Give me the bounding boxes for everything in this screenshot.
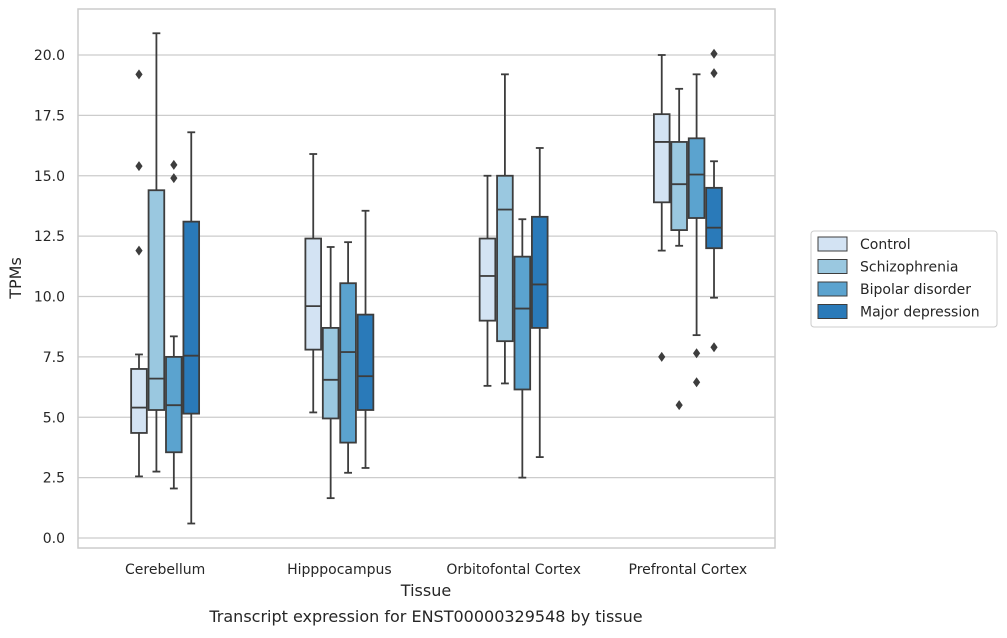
outlier-marker: [710, 342, 718, 353]
box-major-depression: [531, 147, 549, 458]
y-tick-label: 20.0: [34, 48, 65, 64]
y-tick-label: 15.0: [34, 169, 65, 185]
x-tick-label: Orbitofontal Cortex: [446, 562, 581, 578]
outlier-marker: [135, 161, 143, 172]
legend: Control Schizophrenia Bipolar disorder Majo…: [810, 230, 998, 328]
outlier-marker: [170, 159, 178, 170]
outlier-marker: [135, 69, 143, 80]
box-iqr: [670, 141, 688, 231]
box-major-depression: [182, 131, 201, 525]
box-iqr: [531, 215, 549, 329]
outlier-marker: [170, 173, 178, 184]
box-bipolar-disorder: [513, 218, 532, 479]
legend-label: Control: [860, 237, 911, 253]
y-tick-label: 17.5: [34, 108, 65, 124]
box-control: [304, 153, 322, 414]
box-iqr: [705, 186, 723, 250]
y-tick-label: 5.0: [43, 410, 65, 426]
y-tick-label: 2.5: [43, 471, 65, 487]
box-iqr: [687, 137, 706, 219]
y-tick-label: 10.0: [34, 290, 65, 306]
legend-label: Schizophrenia: [860, 260, 958, 276]
box-iqr: [182, 220, 201, 415]
box-control: [652, 54, 671, 362]
legend-swatch: [817, 236, 848, 252]
figure-caption: Transcript expression for ENST0000032954…: [208, 607, 642, 626]
outlier-marker: [710, 68, 718, 79]
x-tick-labels: Cerebellum Hipppocampus Orbitofontal Corte…: [125, 562, 747, 578]
box-iqr: [339, 282, 357, 444]
box-iqr: [130, 368, 148, 434]
outlier-marker: [710, 48, 718, 59]
box-iqr: [478, 237, 497, 322]
legend-swatch: [817, 281, 848, 297]
y-tick-labels: 0.0 2.5 5.0 7.5 10.0 12.5 15.0 17.5 20.0: [34, 48, 65, 547]
y-tick-label: 7.5: [43, 350, 65, 366]
x-tick-label: Cerebellum: [125, 562, 205, 578]
boxes: [130, 32, 723, 525]
box-bipolar-disorder: [687, 73, 706, 388]
box-iqr: [652, 113, 671, 204]
outlier-marker: [658, 351, 666, 362]
y-tick-label: 12.5: [34, 229, 65, 245]
box-iqr: [304, 237, 322, 351]
box-control: [478, 174, 497, 387]
y-axis-label: TPMs: [6, 257, 25, 300]
box-major-depression: [705, 48, 723, 353]
outlier-marker: [692, 377, 701, 388]
legend-label: Bipolar disorder: [860, 282, 971, 298]
box-major-depression: [356, 209, 375, 469]
box-iqr: [356, 313, 375, 411]
outlier-marker: [135, 245, 143, 256]
legend-swatch: [817, 259, 848, 274]
outlier-marker: [675, 400, 683, 411]
box-schizophrenia: [496, 73, 514, 385]
x-tick-label: Hipppocampus: [287, 562, 392, 578]
legend-frame: [810, 230, 998, 328]
legend-label: Major depression: [860, 305, 980, 321]
box-iqr: [513, 255, 532, 391]
legend-swatch: [817, 304, 848, 319]
box-schizophrenia: [321, 246, 340, 500]
box-schizophrenia: [670, 87, 688, 411]
x-axis-label: Tissue: [400, 581, 451, 600]
box-iqr: [496, 174, 514, 343]
box-control: [130, 69, 148, 478]
box-bipolar-disorder: [339, 241, 357, 474]
x-tick-label: Prefrontal Cortex: [629, 562, 748, 578]
box-bipolar-disorder: [165, 159, 183, 490]
box-iqr: [321, 326, 340, 420]
box-iqr: [147, 189, 166, 411]
box-schizophrenia: [147, 32, 166, 473]
outlier-marker: [692, 348, 701, 359]
y-tick-label: 0.0: [43, 531, 65, 547]
